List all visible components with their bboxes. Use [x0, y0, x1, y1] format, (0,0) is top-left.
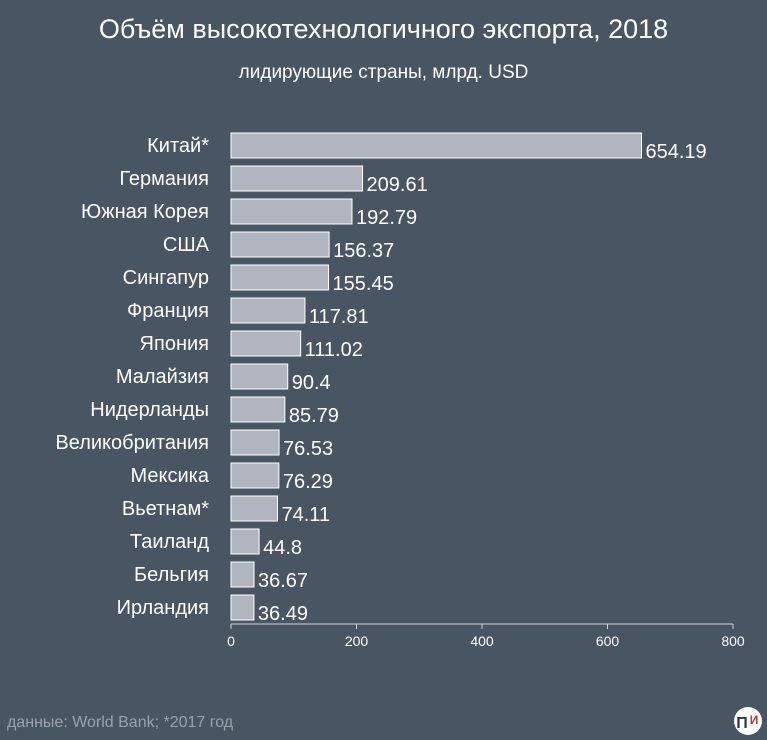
category-label: Япония	[140, 333, 209, 355]
category-label: Великобритания	[55, 432, 209, 454]
x-tick-label: 0	[227, 633, 235, 649]
x-tick-label: 600	[596, 633, 620, 649]
category-label: Бельгия	[134, 564, 209, 586]
value-label: 654.19	[646, 141, 707, 163]
value-labels-layer: 654.19 209.61 192.79 156.37 155.45 117.81 111.…	[258, 141, 707, 625]
logo-letter-p: П	[736, 715, 748, 732]
category-label: Малайзия	[116, 366, 209, 388]
source-note: данные: World Bank; *2017 год	[7, 714, 234, 731]
bar	[230, 231, 330, 258]
bar	[230, 528, 260, 555]
value-label: 117.81	[309, 306, 369, 328]
bar	[230, 363, 289, 390]
value-label: 36.49	[258, 603, 308, 625]
category-label: Вьетнам*	[122, 498, 209, 520]
logo-circle	[734, 707, 762, 735]
bar	[230, 132, 643, 159]
category-label: Мексика	[131, 465, 210, 487]
value-label: 209.61	[367, 174, 428, 196]
bar	[230, 330, 302, 357]
x-tick-label: 400	[470, 633, 494, 649]
chart-title: Объём высокотехнологичного экспорта, 201…	[98, 14, 669, 44]
bar	[230, 429, 280, 456]
x-tick-label: 200	[345, 633, 369, 649]
value-label: 44.8	[263, 537, 302, 559]
bar	[230, 198, 353, 225]
value-label: 90.4	[292, 372, 331, 394]
bar	[230, 561, 255, 588]
category-label: Таиланд	[130, 531, 209, 553]
category-label: Южная Корея	[81, 201, 209, 223]
value-label: 76.29	[283, 471, 333, 493]
category-label: Германия	[119, 168, 209, 190]
category-labels-layer: Китай* Германия Южная Корея США Сингапур Фран…	[55, 135, 209, 619]
pi-logo-icon: П И	[734, 707, 762, 735]
chart-subtitle: лидирующие страны, млрд. USD	[238, 62, 529, 83]
value-label: 74.11	[282, 504, 331, 526]
category-label: Ирландия	[117, 597, 209, 619]
x-tick-label: 800	[721, 633, 745, 649]
category-label: Китай*	[147, 135, 209, 157]
value-label: 111.02	[305, 339, 363, 361]
x-axis: 0 200 400 600 800	[227, 623, 745, 649]
bar	[230, 594, 255, 621]
category-label: Нидерланды	[90, 399, 209, 421]
value-label: 36.67	[258, 570, 308, 592]
category-label: США	[163, 234, 210, 256]
value-label: 155.45	[333, 273, 394, 295]
bar-chart: Китай* Германия Южная Корея США Сингапур Фран…	[55, 132, 745, 649]
logo-letter-i: И	[750, 713, 759, 727]
bar	[230, 165, 364, 192]
category-label: Франция	[127, 300, 209, 322]
value-label: 85.79	[289, 405, 339, 427]
bars-layer	[230, 132, 643, 621]
value-label: 192.79	[356, 207, 417, 229]
bar	[230, 495, 279, 522]
bar	[230, 297, 306, 324]
value-label: 76.53	[283, 438, 333, 460]
value-label: 156.37	[333, 240, 394, 262]
bar	[230, 264, 330, 291]
category-label: Сингапур	[123, 267, 209, 289]
bar	[230, 396, 286, 423]
bar	[230, 462, 280, 489]
